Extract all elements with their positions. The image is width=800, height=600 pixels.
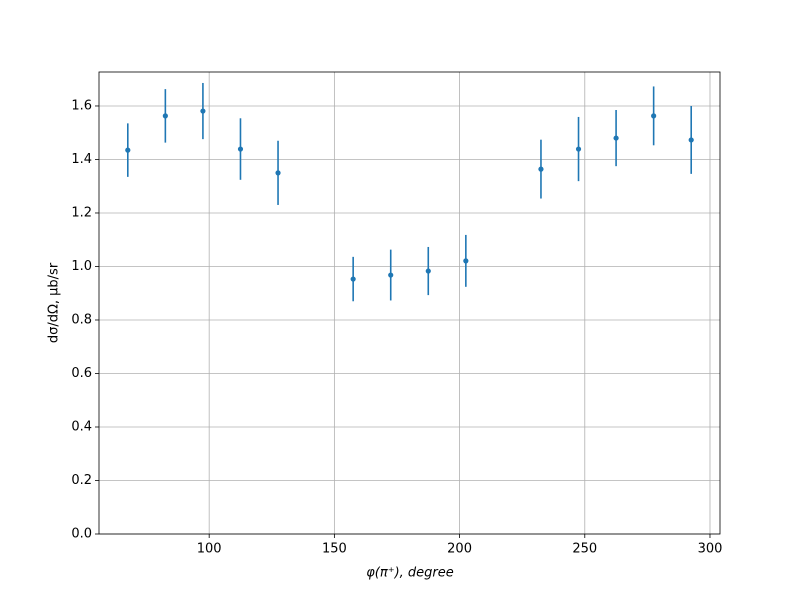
- data-point: [463, 258, 469, 264]
- y-tick-label: 1.6: [71, 98, 92, 113]
- y-tick-label: 0.6: [71, 366, 92, 381]
- y-tick-label: 0.2: [71, 473, 92, 488]
- data-point: [162, 113, 168, 119]
- y-tick-label: 1.4: [71, 152, 92, 167]
- x-tick-label: 200: [447, 542, 472, 557]
- data-point: [613, 135, 619, 141]
- y-tick-label: 1.2: [71, 205, 92, 220]
- x-tick-label: 100: [197, 542, 222, 557]
- y-tick-label: 0.8: [71, 312, 92, 327]
- y-tick-label: 0.0: [71, 527, 92, 542]
- data-point: [425, 268, 431, 274]
- y-tick-label: 1.0: [71, 259, 92, 274]
- data-point: [538, 166, 544, 172]
- x-tick-label: 250: [572, 542, 597, 557]
- x-tick-label: 300: [698, 542, 723, 557]
- y-axis-label: dσ/dΩ, μb/sr: [47, 262, 62, 343]
- data-point: [388, 272, 394, 278]
- data-point: [125, 147, 131, 153]
- x-tick-label: 150: [322, 542, 347, 557]
- data-point: [575, 146, 582, 152]
- y-tick-label: 0.4: [71, 419, 92, 434]
- data-point: [200, 108, 206, 114]
- data-point: [651, 113, 657, 119]
- data-point: [688, 137, 694, 143]
- x-axis-label: φ(π⁺), degree: [366, 566, 454, 581]
- data-point: [275, 170, 281, 176]
- plot-frame: [98, 71, 721, 535]
- data-point: [350, 276, 356, 282]
- data-point: [237, 146, 244, 152]
